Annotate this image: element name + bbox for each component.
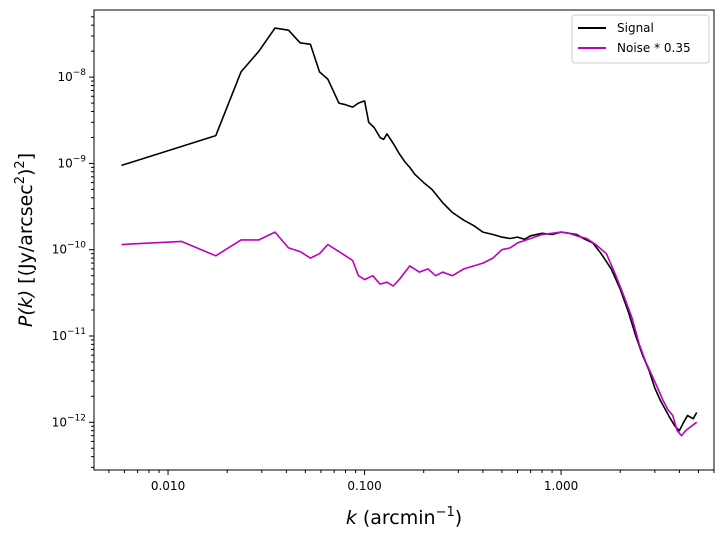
x-axis-ticks: 0.010 0.100 1.000 (108, 470, 715, 493)
y-tick-base: 10 (52, 415, 67, 429)
y-axis-unit-suffix: ] (15, 153, 37, 160)
legend: Signal Noise * 0.35 (571, 14, 710, 64)
y-tick-base: 10 (52, 329, 67, 343)
y-tick-exponent: −8 (73, 68, 87, 78)
y-tick-exponent: −11 (67, 327, 86, 337)
x-tick-label: 0.010 (151, 479, 185, 493)
legend-label-noise: Noise * 0.35 (617, 41, 691, 55)
y-axis-unit-prefix: [(Jy/arcsec (15, 184, 37, 284)
y-axis-unit-sup2: 2 (13, 160, 28, 168)
y-tick-exponent: −12 (67, 413, 86, 423)
legend-box (571, 14, 710, 64)
y-tick-exponent: −9 (73, 154, 87, 164)
x-tick-label: 0.100 (347, 479, 381, 493)
y-tick-base: 10 (57, 156, 72, 170)
series-line-noise (121, 231, 698, 437)
y-tick-label: 10−9 (57, 154, 86, 170)
y-tick-label: 10−8 (57, 68, 86, 84)
y-tick-base: 10 (52, 243, 67, 257)
x-axis-var: k (346, 507, 358, 529)
y-tick-exponent: −10 (67, 241, 86, 251)
y-axis-label: P(k)[(Jy/arcsec2)2] (13, 153, 37, 327)
plot-frame (93, 9, 715, 471)
legend-label-signal: Signal (617, 21, 654, 35)
y-tick-label: 10−11 (52, 327, 86, 343)
y-axis-unit-sup1: 2 (13, 176, 28, 184)
x-axis-unit-sup: −1 (436, 505, 455, 520)
y-axis-var: P(k) (15, 290, 37, 327)
y-tick-base: 10 (57, 70, 72, 84)
x-axis-unit-prefix: (arcmin (363, 507, 436, 529)
x-axis-label: k (arcmin−1) (346, 505, 462, 529)
x-tick-label: 1.000 (544, 479, 578, 493)
plot-lines (121, 27, 698, 437)
y-axis-unit-mid: ) (15, 169, 37, 176)
y-tick-label: 10−12 (52, 413, 86, 429)
y-tick-label: 10−10 (52, 241, 87, 257)
x-axis-unit-suffix: ) (455, 507, 462, 529)
